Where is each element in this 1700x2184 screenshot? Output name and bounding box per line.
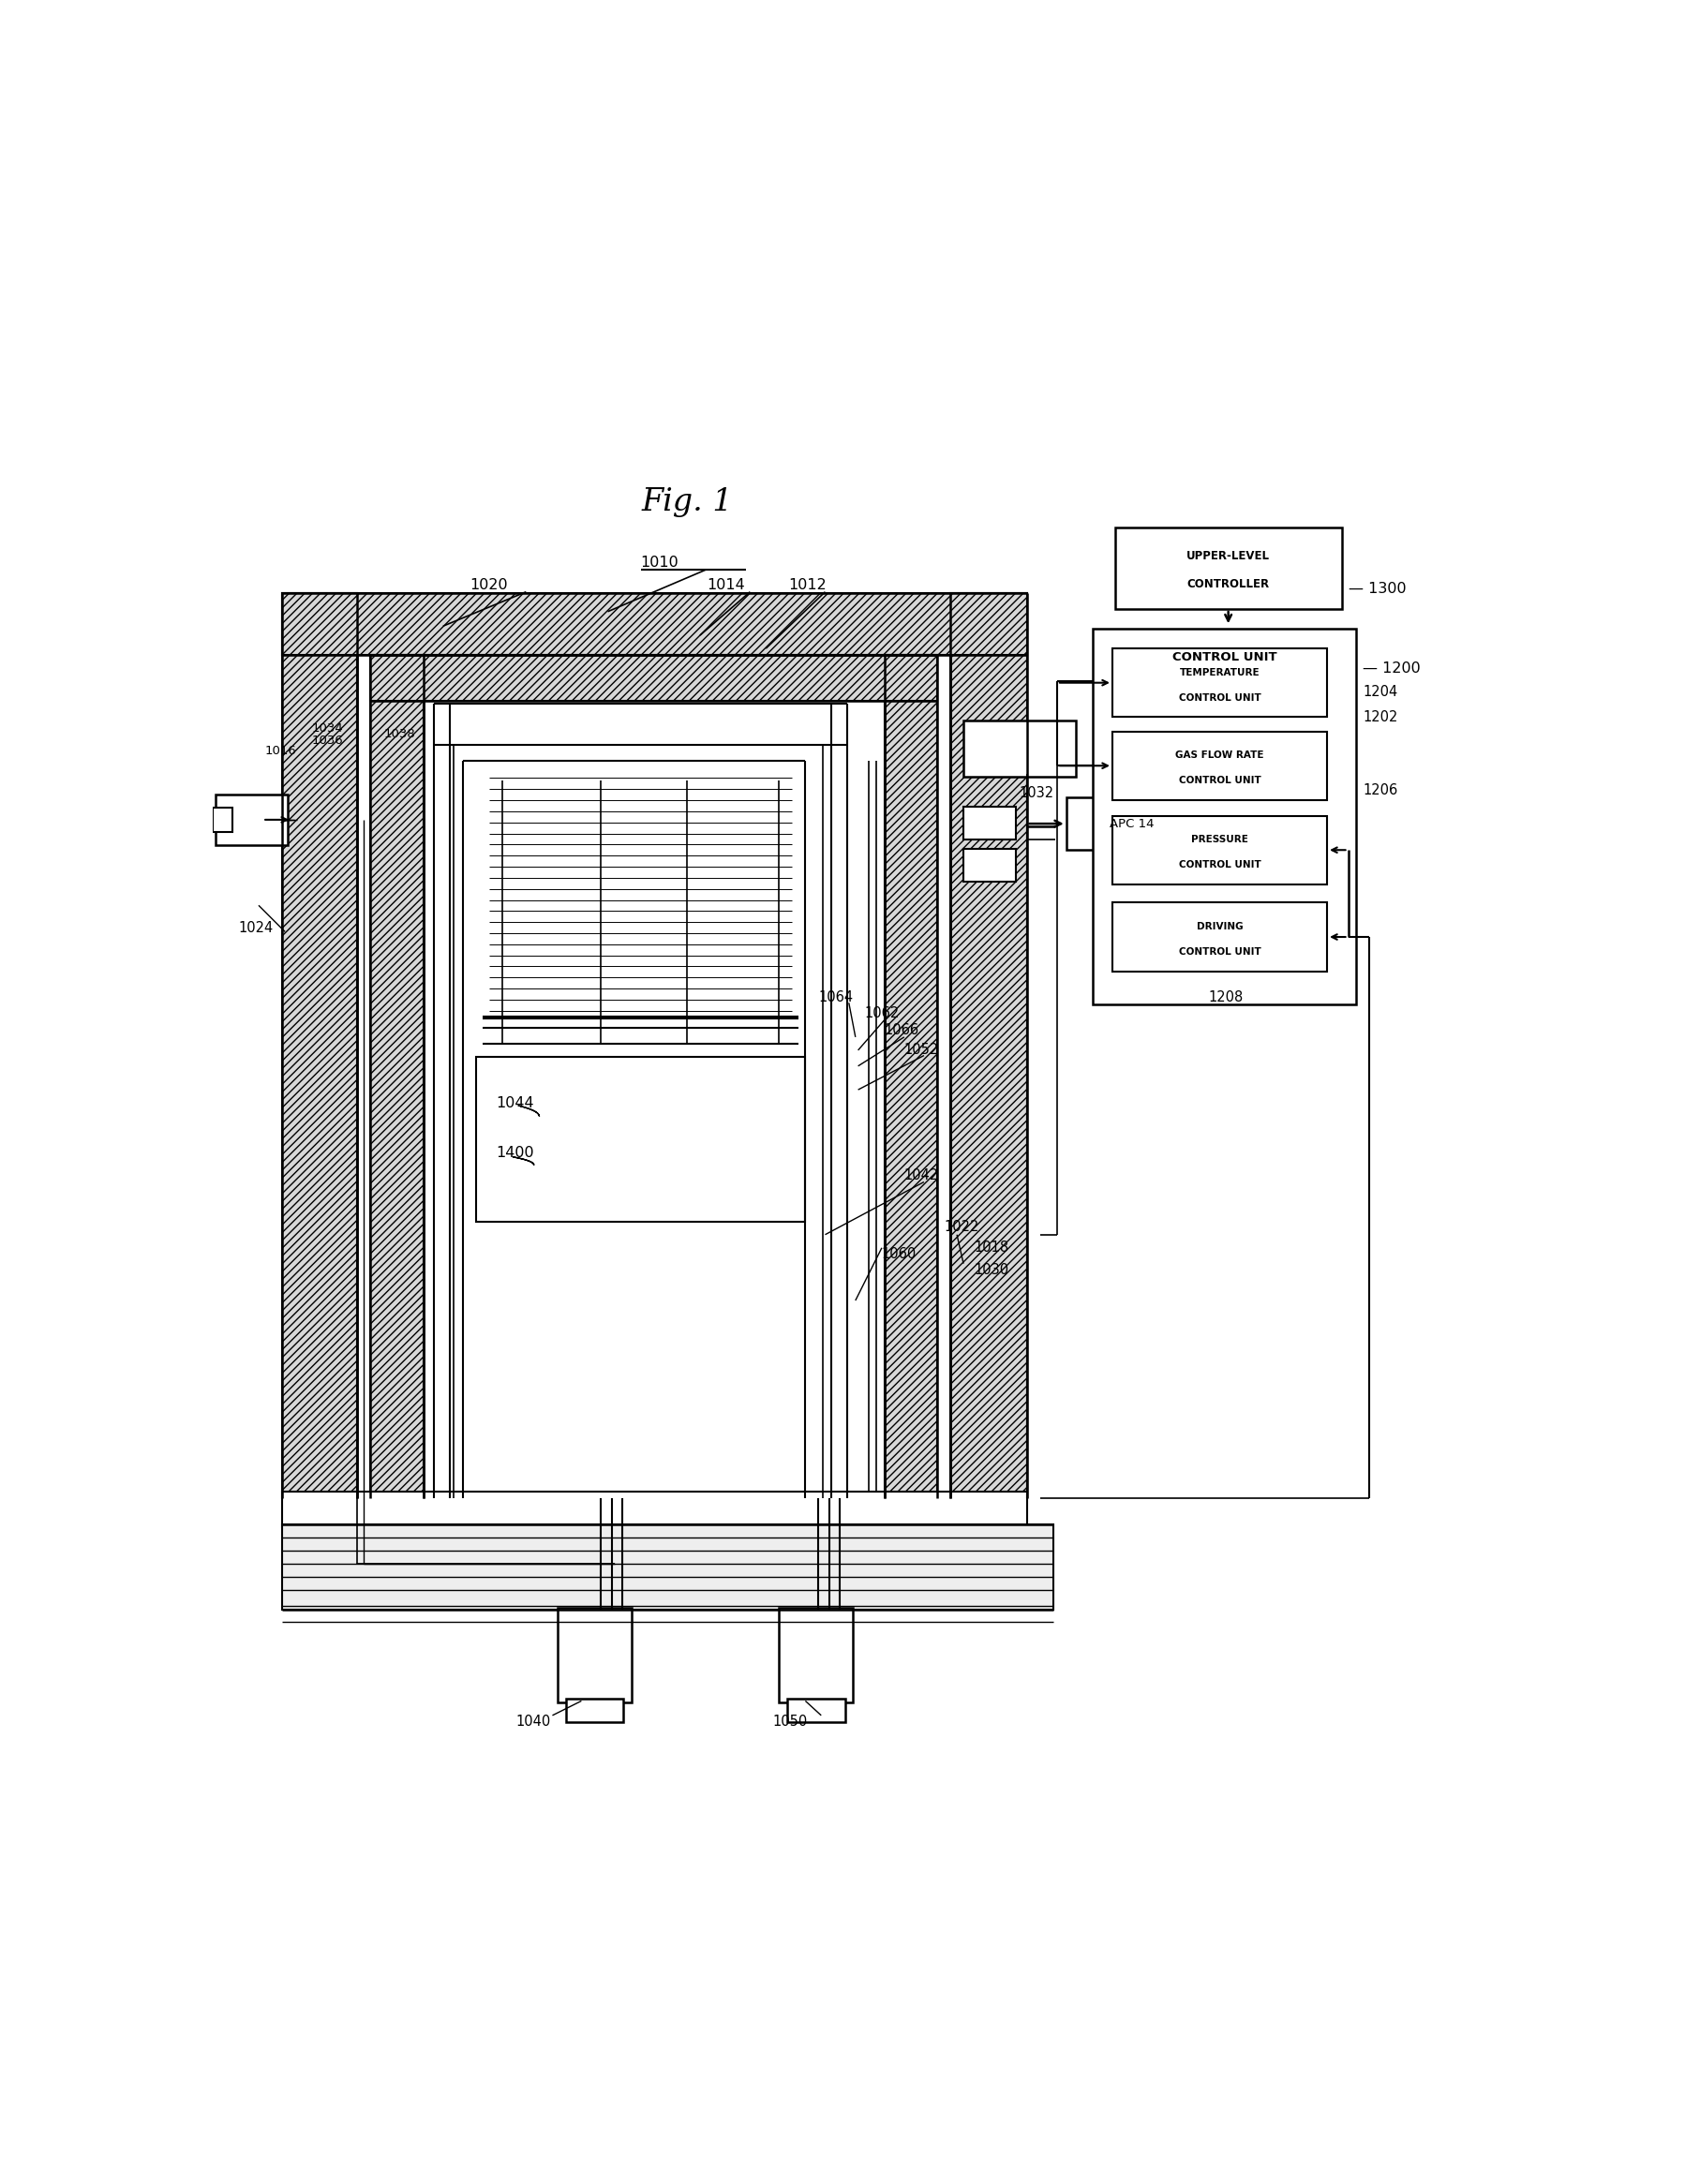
Bar [282,1492,1027,1527]
Bar [1112,732,1328,799]
Bar [950,594,1027,1498]
Text: 1032: 1032 [1018,786,1054,799]
Text: 1062: 1062 [865,1007,899,1020]
Text: TEMPERATURE: TEMPERATURE [1180,668,1260,677]
Text: 1060: 1060 [882,1247,916,1262]
Text: 1400: 1400 [496,1147,534,1160]
Text: 1064: 1064 [819,992,853,1005]
Text: 1018: 1018 [974,1241,1008,1256]
Bar [558,1607,631,1701]
Text: CONTROL UNIT: CONTROL UNIT [1178,948,1261,957]
Text: CONTROLLER: CONTROLLER [1187,579,1270,590]
Text: 1024: 1024 [238,922,274,935]
Text: — 1200: — 1200 [1363,662,1421,675]
Bar [964,850,1017,882]
Text: 1038: 1038 [384,727,415,740]
Text: CONTROL UNIT: CONTROL UNIT [1178,692,1261,703]
Bar [216,795,287,845]
Text: 1034: 1034 [311,723,343,736]
Text: 1030: 1030 [974,1262,1008,1278]
Text: 1020: 1020 [469,579,508,592]
Text: 1016: 1016 [265,745,297,758]
Bar [282,1524,1052,1610]
Bar [964,806,1017,839]
Text: 1208: 1208 [1209,992,1243,1005]
Text: GAS FLOW RATE: GAS FLOW RATE [1175,751,1265,760]
Bar [787,1699,845,1721]
Text: 1206: 1206 [1363,784,1397,797]
Bar [566,1699,624,1721]
Text: CONTROL UNIT: CONTROL UNIT [1178,775,1261,786]
Text: 1050: 1050 [772,1714,807,1730]
Bar [964,721,1076,775]
Bar [282,594,1027,655]
Text: 1044: 1044 [496,1096,534,1109]
Text: DRIVING: DRIVING [1197,922,1243,930]
Bar [371,655,937,701]
Text: Fig. 1: Fig. 1 [641,487,733,518]
Bar [884,655,937,1498]
Bar [282,594,357,1498]
Text: APC 14: APC 14 [1110,817,1154,830]
Bar [1112,649,1328,716]
Bar [1115,526,1341,609]
Text: CONTROL UNIT: CONTROL UNIT [1171,651,1277,664]
Text: UPPER-LEVEL: UPPER-LEVEL [1187,550,1270,561]
Text: 1040: 1040 [515,1714,551,1730]
Bar [212,808,233,832]
Bar [1093,629,1357,1005]
Text: 1204: 1204 [1363,686,1397,699]
Text: 1036: 1036 [311,734,343,747]
Bar [1112,902,1328,972]
Bar [1112,817,1328,885]
Bar [371,655,423,1498]
Text: 1010: 1010 [641,557,678,570]
Bar [1066,797,1198,850]
Bar [779,1607,853,1701]
Text: CONTROL UNIT: CONTROL UNIT [1178,860,1261,869]
Text: 1012: 1012 [789,579,826,592]
Text: 1022: 1022 [944,1219,979,1234]
Text: 1042: 1042 [904,1168,938,1182]
Text: — 1300: — 1300 [1348,583,1406,596]
Text: 1202: 1202 [1363,710,1397,725]
Text: 1066: 1066 [884,1024,920,1037]
Text: 1052: 1052 [904,1044,938,1057]
Text: PRESSURE: PRESSURE [1192,834,1248,845]
Bar [476,1057,806,1221]
Text: 1014: 1014 [707,579,745,592]
